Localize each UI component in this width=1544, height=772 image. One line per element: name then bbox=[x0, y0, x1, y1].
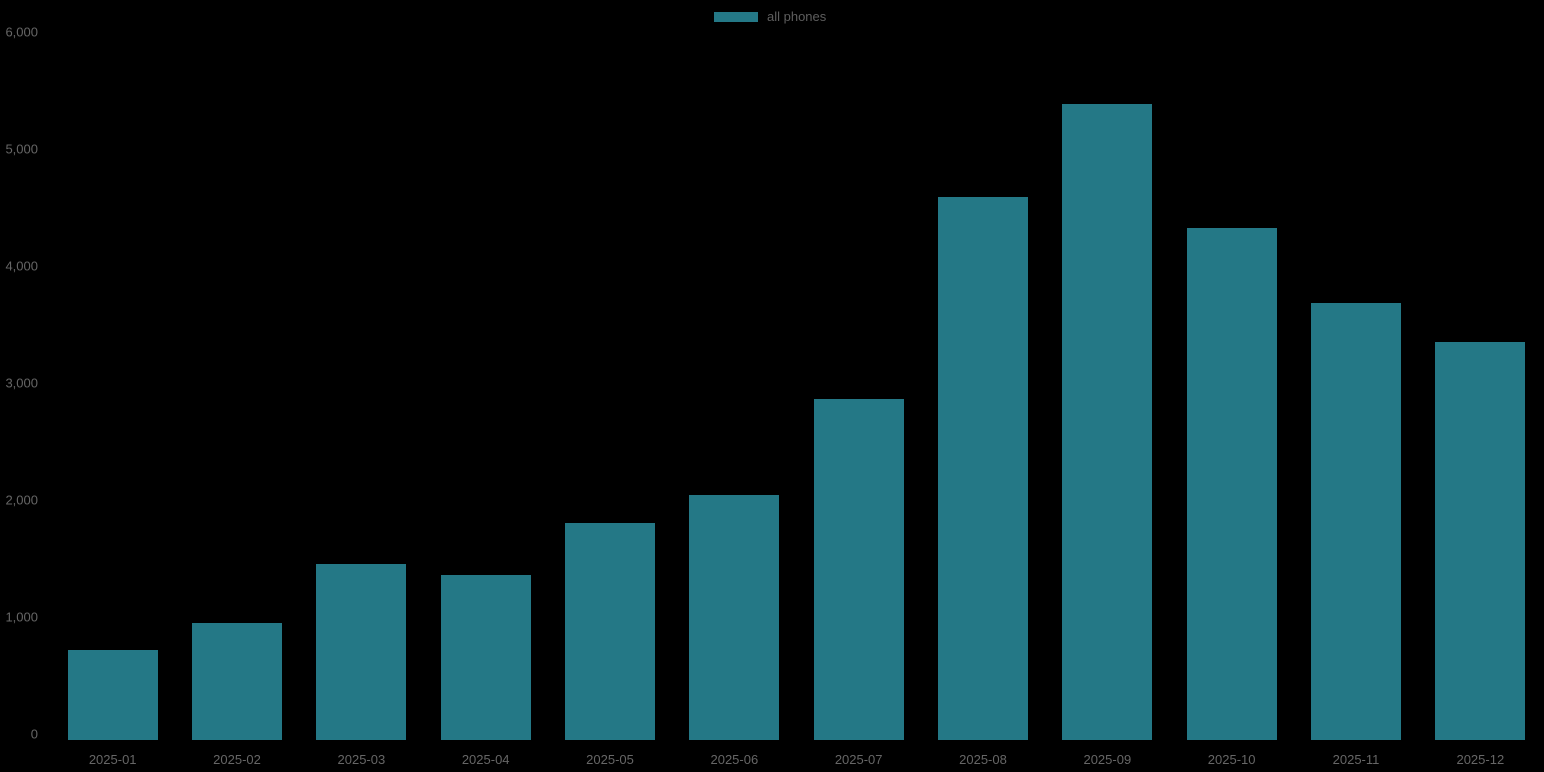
y-tick-label-6,000: 6,000 bbox=[5, 24, 38, 40]
x-tick-label-2025-12: 2025-12 bbox=[1456, 752, 1505, 767]
x-tick-label-2025-02: 2025-02 bbox=[213, 752, 261, 767]
legend[interactable]: all phones bbox=[714, 9, 826, 24]
bar-2025-02[interactable] bbox=[192, 623, 283, 740]
x-tick-label-2025-09: 2025-09 bbox=[1083, 752, 1132, 767]
x-tick-label-2025-05: 2025-05 bbox=[586, 752, 634, 767]
bar-2025-08[interactable] bbox=[938, 197, 1028, 740]
bar-2025-04[interactable] bbox=[440, 575, 531, 740]
y-tick-label-0: 0 bbox=[30, 726, 38, 741]
bar-2025-03[interactable] bbox=[316, 564, 407, 740]
y-tick-label-3,000: 3,000 bbox=[5, 375, 38, 391]
y-tick-label-1,000: 1,000 bbox=[5, 609, 38, 625]
bar-2025-12[interactable] bbox=[1435, 341, 1526, 740]
y-tick-label-2,000: 2,000 bbox=[5, 492, 38, 508]
x-tick-label-2025-10: 2025-10 bbox=[1207, 752, 1256, 767]
y-tick-label-4,000: 4,000 bbox=[5, 258, 38, 274]
bar-2025-11[interactable] bbox=[1311, 302, 1401, 740]
bar-2025-07[interactable] bbox=[813, 398, 904, 740]
x-tick-label-2025-06: 2025-06 bbox=[710, 752, 759, 767]
y-tick-label-5,000: 5,000 bbox=[5, 141, 38, 157]
bar-2025-06[interactable] bbox=[689, 494, 780, 740]
bar-2025-05[interactable] bbox=[565, 522, 656, 740]
bar-2025-01[interactable] bbox=[67, 650, 158, 740]
x-tick-label-2025-08: 2025-08 bbox=[959, 752, 1007, 767]
bar-2025-10[interactable] bbox=[1186, 228, 1277, 740]
bar-2025-09[interactable] bbox=[1062, 103, 1153, 740]
x-tick-label-2025-04: 2025-04 bbox=[461, 752, 510, 767]
x-tick-label-2025-11: 2025-11 bbox=[1332, 752, 1380, 767]
legend-swatch-icon bbox=[714, 11, 758, 22]
legend-label: all phones bbox=[767, 9, 827, 24]
x-tick-label-2025-07: 2025-07 bbox=[834, 752, 883, 767]
x-tick-label-2025-03: 2025-03 bbox=[337, 752, 386, 767]
x-tick-label-2025-01: 2025-01 bbox=[88, 752, 137, 767]
